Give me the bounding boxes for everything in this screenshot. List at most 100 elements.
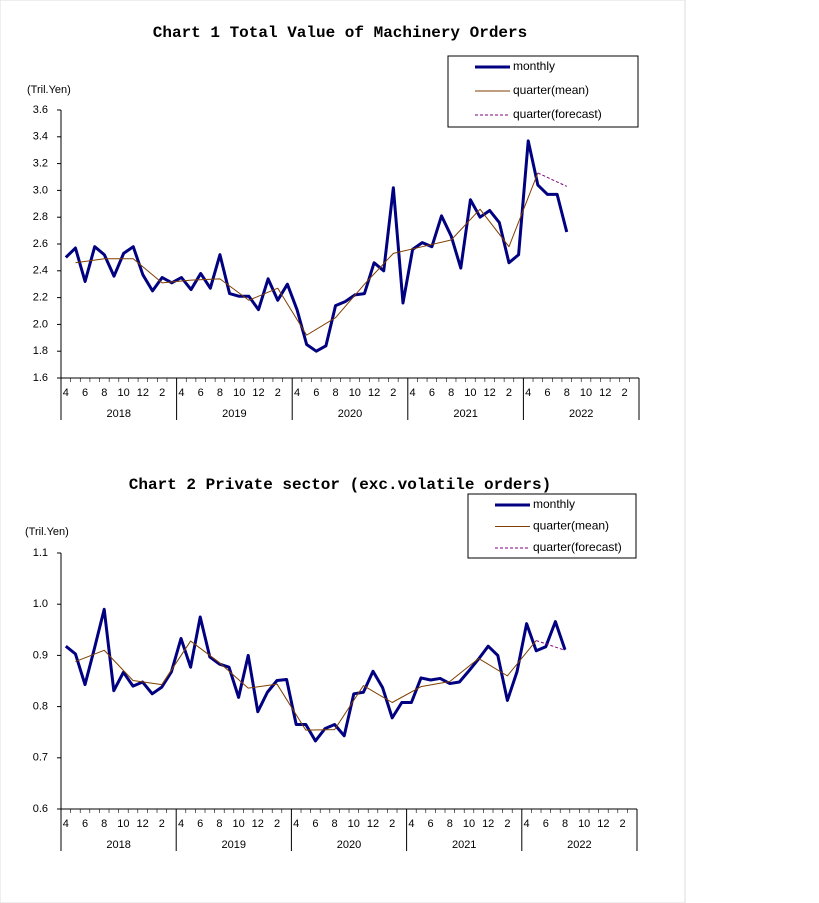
x-tick-label: 10	[348, 818, 360, 830]
x-tick-label: 12	[482, 818, 494, 830]
series-line	[75, 640, 537, 731]
x-tick-label: 2	[506, 387, 512, 399]
y-tick-label: 1.0	[33, 598, 48, 610]
y-tick-label: 3.2	[33, 158, 48, 170]
year-label: 2018	[106, 839, 130, 851]
x-tick-label: 6	[428, 818, 434, 830]
x-tick-label: 6	[82, 387, 88, 399]
x-tick-label: 8	[332, 818, 338, 830]
x-tick-label: 6	[312, 818, 318, 830]
x-tick-label: 6	[543, 818, 549, 830]
legend-label: quarter(mean)	[533, 519, 609, 533]
year-label: 2022	[567, 839, 591, 851]
year-label: 2022	[569, 408, 593, 420]
x-tick-label: 8	[332, 387, 338, 399]
x-tick-label: 2	[159, 818, 165, 830]
x-tick-label: 4	[410, 387, 416, 399]
y-tick-label: 2.8	[33, 211, 48, 223]
x-tick-label: 4	[294, 387, 300, 399]
x-tick-label: 12	[367, 818, 379, 830]
x-tick-label: 10	[578, 818, 590, 830]
y-tick-label: 3.0	[33, 184, 48, 196]
x-tick-label: 2	[621, 387, 627, 399]
x-tick-label: 10	[233, 387, 245, 399]
x-tick-label: 12	[597, 818, 609, 830]
x-tick-label: 4	[63, 387, 69, 399]
y-tick-label: 0.6	[33, 803, 48, 815]
x-tick-label: 12	[484, 387, 496, 399]
series-line	[64, 139, 569, 353]
year-label: 2018	[107, 408, 131, 420]
x-tick-label: 6	[198, 387, 204, 399]
x-tick-label: 4	[525, 387, 531, 399]
x-tick-label: 2	[504, 818, 510, 830]
x-tick-label: 8	[562, 818, 568, 830]
y-tick-label: 0.7	[33, 752, 48, 764]
x-tick-label: 6	[429, 387, 435, 399]
year-label: 2019	[222, 839, 246, 851]
y-tick-label: 2.0	[33, 318, 48, 330]
x-tick-label: 6	[313, 387, 319, 399]
series-line	[536, 640, 566, 651]
x-tick-label: 6	[197, 818, 203, 830]
x-tick-label: 12	[137, 387, 149, 399]
x-tick-label: 12	[252, 818, 264, 830]
y-tick-label: 0.9	[33, 649, 48, 661]
x-tick-label: 2	[390, 387, 396, 399]
year-label: 2019	[222, 408, 246, 420]
y-tick-label: 1.1	[33, 547, 48, 559]
x-tick-label: 10	[232, 818, 244, 830]
x-tick-label: 10	[117, 387, 129, 399]
x-tick-label: 12	[252, 387, 264, 399]
x-tick-label: 6	[544, 387, 550, 399]
x-tick-label: 8	[216, 818, 222, 830]
x-tick-label: 10	[117, 818, 129, 830]
x-tick-label: 2	[620, 818, 626, 830]
legend-label: quarter(mean)	[513, 83, 589, 97]
series-line	[75, 172, 539, 336]
legend-label: monthly	[533, 497, 575, 511]
y-tick-label: 0.8	[33, 701, 48, 713]
series-line	[537, 172, 567, 187]
x-tick-label: 4	[178, 387, 184, 399]
y-axis-unit: (Tril.Yen)	[25, 526, 69, 538]
x-tick-label: 8	[564, 387, 570, 399]
y-tick-label: 2.6	[33, 238, 48, 250]
x-tick-label: 10	[580, 387, 592, 399]
y-tick-label: 1.6	[33, 372, 48, 384]
x-tick-label: 4	[293, 818, 299, 830]
x-tick-label: 8	[448, 387, 454, 399]
chart-title: Chart 2 Private sector (exc.volatile ord…	[129, 476, 551, 494]
x-tick-label: 10	[349, 387, 361, 399]
x-tick-label: 4	[524, 818, 530, 830]
x-tick-label: 8	[447, 818, 453, 830]
x-tick-label: 6	[82, 818, 88, 830]
x-tick-label: 12	[599, 387, 611, 399]
x-tick-label: 10	[463, 818, 475, 830]
legend-label: quarter(forecast)	[533, 540, 622, 554]
x-tick-label: 10	[464, 387, 476, 399]
chart-title: Chart 1 Total Value of Machinery Orders	[153, 24, 527, 42]
y-tick-label: 2.4	[33, 265, 48, 277]
x-tick-label: 4	[178, 818, 184, 830]
y-axis-unit: (Tril.Yen)	[27, 84, 71, 96]
x-tick-label: 4	[408, 818, 414, 830]
x-tick-label: 2	[275, 387, 281, 399]
legend-label: monthly	[513, 59, 555, 73]
x-tick-label: 12	[136, 818, 148, 830]
year-label: 2021	[452, 839, 476, 851]
y-tick-label: 3.6	[33, 104, 48, 116]
year-label: 2021	[453, 408, 477, 420]
x-tick-label: 2	[389, 818, 395, 830]
y-tick-label: 3.4	[33, 131, 48, 143]
x-tick-label: 2	[159, 387, 165, 399]
legend-label: quarter(forecast)	[513, 107, 602, 121]
x-tick-label: 8	[101, 818, 107, 830]
year-label: 2020	[337, 839, 361, 851]
x-tick-label: 4	[63, 818, 69, 830]
series-line	[64, 607, 567, 743]
page-frame	[0, 0, 686, 903]
y-tick-label: 1.8	[33, 345, 48, 357]
year-label: 2020	[338, 408, 362, 420]
